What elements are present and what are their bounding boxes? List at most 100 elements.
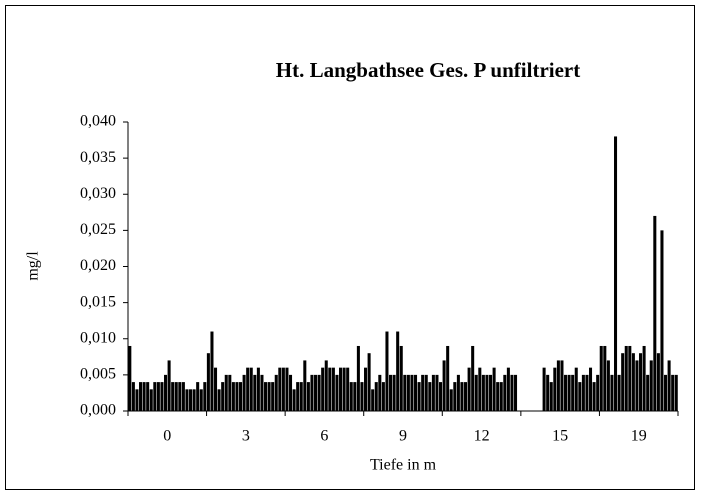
bar bbox=[439, 382, 443, 411]
bar bbox=[592, 382, 596, 411]
bar bbox=[303, 360, 307, 411]
bar bbox=[339, 367, 343, 411]
bar bbox=[549, 382, 553, 411]
bar bbox=[649, 360, 653, 411]
bar bbox=[203, 382, 207, 411]
x-tick-label: 15 bbox=[552, 428, 568, 445]
bar bbox=[674, 374, 678, 411]
bar bbox=[492, 367, 496, 411]
y-tick-label: 0,040 bbox=[80, 113, 116, 130]
bar bbox=[546, 374, 550, 411]
y-tick-label: 0,000 bbox=[80, 402, 116, 419]
bar bbox=[281, 367, 285, 411]
x-tick-label: 0 bbox=[163, 428, 171, 445]
bar bbox=[671, 374, 675, 411]
bar bbox=[424, 374, 428, 411]
bar bbox=[510, 374, 514, 411]
bar bbox=[464, 382, 468, 411]
bar bbox=[164, 374, 168, 411]
bar bbox=[506, 367, 510, 411]
bar bbox=[142, 382, 146, 411]
bar bbox=[385, 331, 389, 411]
bar bbox=[371, 389, 375, 411]
bar bbox=[217, 389, 221, 411]
bar bbox=[553, 367, 557, 411]
bar bbox=[496, 382, 500, 411]
bar bbox=[639, 353, 643, 411]
bar bbox=[346, 367, 350, 411]
y-tick-label: 0,025 bbox=[80, 221, 116, 238]
bar bbox=[589, 367, 593, 411]
bar bbox=[274, 374, 278, 411]
bar bbox=[131, 382, 135, 411]
bar bbox=[196, 382, 200, 411]
bar bbox=[621, 353, 625, 411]
bar bbox=[396, 331, 400, 411]
bar bbox=[328, 367, 332, 411]
bar bbox=[342, 367, 346, 411]
bar bbox=[614, 136, 618, 411]
bar bbox=[364, 367, 368, 411]
bar bbox=[624, 345, 628, 411]
bar bbox=[481, 374, 485, 411]
x-tick-label: 6 bbox=[320, 428, 328, 445]
bar bbox=[153, 382, 157, 411]
bar bbox=[167, 360, 171, 411]
bar bbox=[289, 374, 293, 411]
x-tick-label: 9 bbox=[399, 428, 407, 445]
bar bbox=[210, 331, 214, 411]
bar bbox=[660, 230, 664, 411]
x-tick-label: 19 bbox=[631, 428, 647, 445]
bar bbox=[656, 353, 660, 411]
bar bbox=[278, 367, 282, 411]
bar bbox=[314, 374, 318, 411]
bar bbox=[231, 382, 235, 411]
bar bbox=[367, 353, 371, 411]
bar bbox=[503, 374, 507, 411]
bar bbox=[460, 382, 464, 411]
bar bbox=[456, 374, 460, 411]
bar bbox=[399, 345, 403, 411]
bar bbox=[485, 374, 489, 411]
bar bbox=[324, 360, 328, 411]
y-tick-label: 0,015 bbox=[80, 293, 116, 310]
bar bbox=[581, 374, 585, 411]
bar bbox=[189, 389, 193, 411]
bar bbox=[139, 382, 143, 411]
bar bbox=[242, 374, 246, 411]
bar bbox=[310, 374, 314, 411]
bar bbox=[442, 360, 446, 411]
bar bbox=[435, 374, 439, 411]
bar bbox=[146, 382, 150, 411]
bar bbox=[171, 382, 175, 411]
bar bbox=[410, 374, 414, 411]
x-tick-label: 12 bbox=[474, 428, 490, 445]
x-axis-label: Tiefe in m bbox=[370, 457, 437, 474]
bar bbox=[406, 374, 410, 411]
bar bbox=[335, 374, 339, 411]
bar bbox=[389, 374, 393, 411]
bar bbox=[471, 345, 475, 411]
bar bbox=[514, 374, 518, 411]
y-tick-label: 0,010 bbox=[80, 329, 116, 346]
bar bbox=[149, 389, 153, 411]
bar bbox=[603, 345, 607, 411]
bar bbox=[214, 367, 218, 411]
bar bbox=[585, 374, 589, 411]
bar bbox=[221, 382, 225, 411]
bar bbox=[635, 360, 639, 411]
bar bbox=[128, 345, 132, 411]
bar bbox=[403, 374, 407, 411]
bar bbox=[667, 360, 671, 411]
bar bbox=[631, 353, 635, 411]
bar bbox=[356, 345, 360, 411]
bar bbox=[499, 382, 503, 411]
bar bbox=[646, 374, 650, 411]
bar bbox=[181, 382, 185, 411]
bar bbox=[571, 374, 575, 411]
bar bbox=[653, 215, 657, 411]
bar bbox=[246, 367, 250, 411]
bar bbox=[378, 374, 382, 411]
y-tick-label: 0,020 bbox=[80, 257, 116, 274]
